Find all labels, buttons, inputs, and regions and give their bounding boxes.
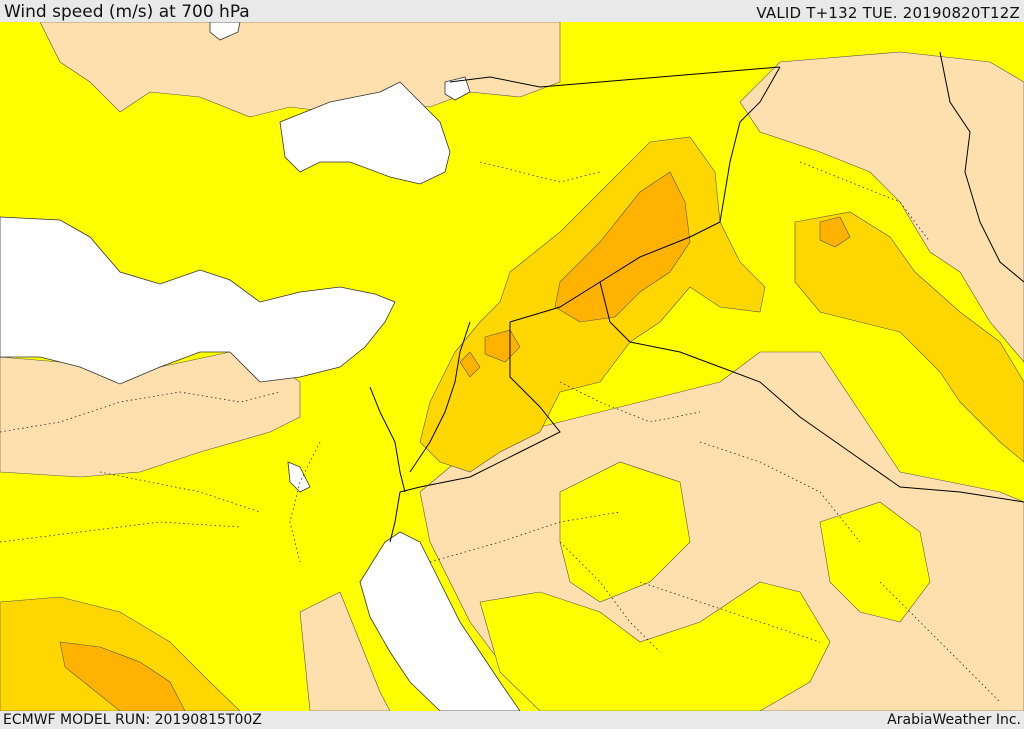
footer-bar: ECMWF MODEL RUN: 20190815T00Z ArabiaWeat… xyxy=(0,711,1024,729)
map-title: Wind speed (m/s) at 700 hPa xyxy=(4,2,250,22)
eastern-med-north xyxy=(279,81,451,185)
moderate-wind-pockets xyxy=(479,461,931,711)
red-sea xyxy=(359,531,521,711)
mediterranean-sea xyxy=(0,216,396,385)
gulf-of-suez xyxy=(287,461,311,493)
credit: ArabiaWeather Inc. xyxy=(887,712,1021,728)
wind-speed-map xyxy=(0,22,1024,711)
black-sea xyxy=(209,22,241,41)
province-boundaries xyxy=(0,161,1001,703)
sea-areas xyxy=(0,22,521,711)
model-run: ECMWF MODEL RUN: 20190815T00Z xyxy=(3,712,262,728)
lake-tuz xyxy=(444,76,471,101)
peak-wind-cores xyxy=(59,171,851,711)
valid-time: VALID T+132 TUE. 20190820T12Z xyxy=(756,4,1020,22)
header-bar: Wind speed (m/s) at 700 hPa VALID T+132 … xyxy=(0,0,1024,22)
country-borders xyxy=(369,51,1024,543)
